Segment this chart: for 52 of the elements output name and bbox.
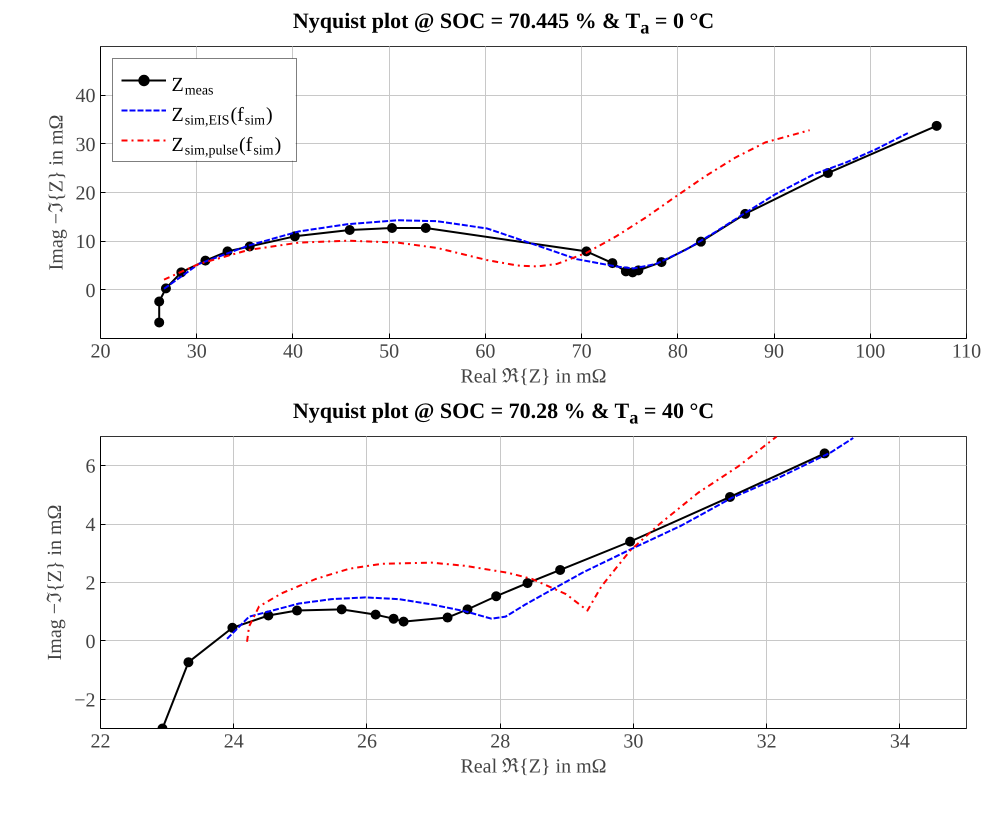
point xyxy=(154,296,164,307)
y-tick-label: −2 xyxy=(74,689,96,712)
x-tick-label: 70 xyxy=(572,340,592,362)
point xyxy=(292,606,302,616)
line-series xyxy=(163,129,811,281)
x-tick-label: 30 xyxy=(623,730,644,752)
y-tick-label: 30 xyxy=(76,134,96,156)
point xyxy=(522,578,533,588)
point xyxy=(398,616,409,627)
x-tick-label: 26 xyxy=(356,730,377,752)
point xyxy=(387,223,398,234)
point xyxy=(625,536,636,547)
x-tick-label: 28 xyxy=(490,730,510,752)
point xyxy=(183,657,194,668)
point xyxy=(420,223,431,234)
point xyxy=(932,120,942,131)
y-tick-label: 10 xyxy=(76,231,96,254)
x-tick-label: 50 xyxy=(379,340,400,362)
x-tick-label: 34 xyxy=(890,730,910,752)
point xyxy=(555,564,566,575)
x-tick-label: 90 xyxy=(764,340,784,362)
x-tick-label: 32 xyxy=(756,730,777,752)
point xyxy=(491,591,502,602)
x-tick-label: 110 xyxy=(952,340,982,362)
x-tick-label: 40 xyxy=(282,340,303,362)
x-tick-label: 100 xyxy=(855,340,886,362)
y-tick-label: 0 xyxy=(86,630,96,653)
x-tick-label: 80 xyxy=(668,340,688,362)
x-tick-label: 60 xyxy=(475,340,496,362)
point xyxy=(154,317,164,328)
point xyxy=(336,604,347,614)
point xyxy=(442,612,453,623)
chart-title: Nyquist plot @ SOC = 70.28 % & T$_{a}$ = 40 °C xyxy=(292,397,714,430)
line-series xyxy=(246,436,778,643)
y-tick-label: 6 xyxy=(86,456,96,478)
x-tick-label: 22 xyxy=(90,730,110,752)
y-tick-label: 40 xyxy=(76,85,96,108)
line-series xyxy=(226,436,854,640)
y-tick-label: 20 xyxy=(76,182,96,204)
chart-title: Nyquist plot @ SOC = 70.445 % & T$_{a}$ = 0 °C xyxy=(292,7,714,40)
point xyxy=(370,610,381,620)
y-tick-label: 0 xyxy=(86,280,96,302)
x-tick-label: 30 xyxy=(186,340,207,362)
point xyxy=(344,224,355,235)
y-axis-title: Imag −ℑ{Z} in mΩ xyxy=(44,504,66,660)
y-axis-title: Imag −ℑ{Z} in mΩ xyxy=(46,114,68,270)
y-tick-label: 2 xyxy=(86,572,96,594)
x-axis-title: Real ℜ{Z} in mΩ xyxy=(460,366,607,388)
x-tick-label: 24 xyxy=(224,730,244,752)
point xyxy=(388,614,399,624)
x-axis-title: Real ℜ{Z} in mΩ xyxy=(460,756,607,778)
y-tick-label: 4 xyxy=(86,514,96,536)
